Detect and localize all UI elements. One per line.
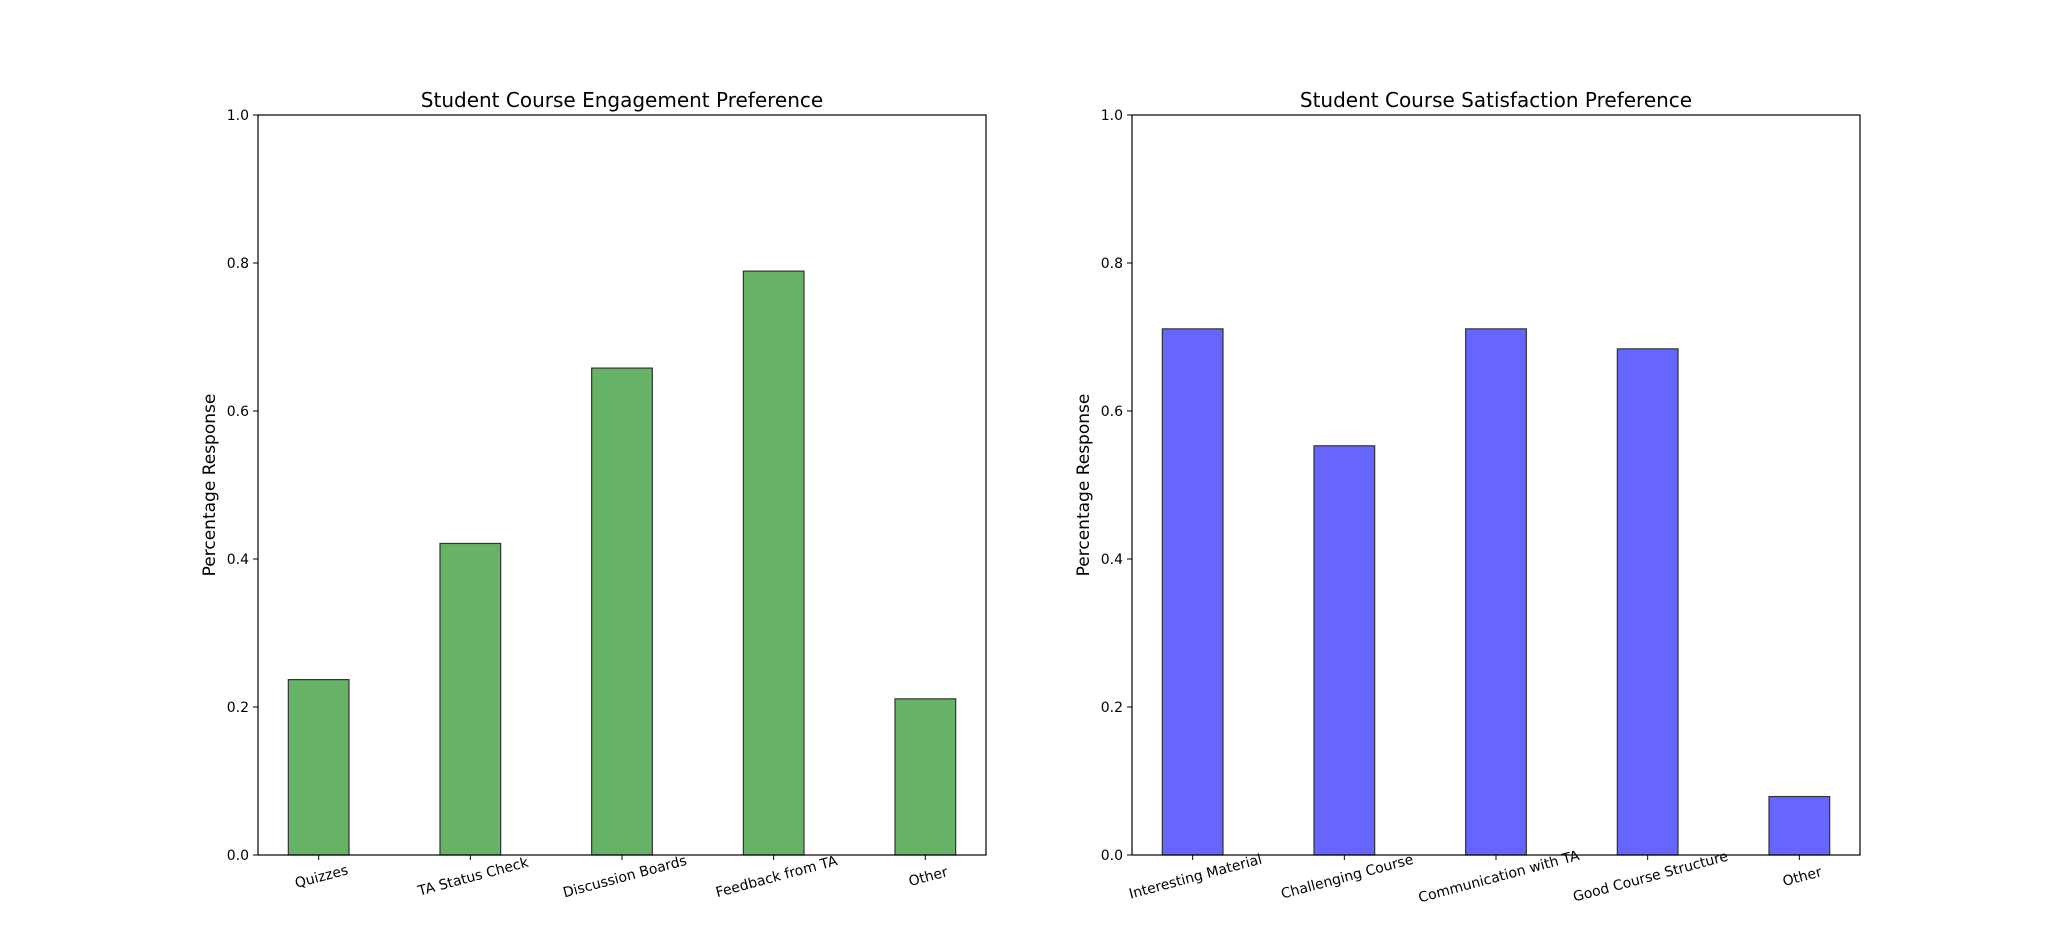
y-axis-ticks: 0.0 0.2 0.4 0.6 0.8 1.0: [227, 108, 258, 864]
bar: [894, 698, 957, 856]
y-axis-label: Percentage Response: [200, 394, 220, 577]
x-tick-label: Discussion Boards: [561, 853, 688, 901]
x-tick-label: Interesting Material: [1127, 852, 1263, 903]
satisfaction-chart: Student Course Satisfaction Preference P…: [1074, 88, 1861, 907]
x-tick-label: Communication with TA: [1417, 848, 1582, 907]
y-tick-label: 1.0: [1101, 108, 1123, 124]
y-tick-label: 0.2: [1101, 700, 1123, 716]
y-tick-label: 0.0: [1101, 848, 1123, 864]
y-axis-ticks: 0.0 0.2 0.4 0.6 0.8 1.0: [1101, 108, 1132, 864]
x-tick-label: TA Status Check: [415, 854, 531, 899]
bars: [1161, 328, 1831, 856]
x-tick-label: Quizzes: [293, 862, 350, 892]
x-tick-label: Other: [1781, 864, 1824, 890]
x-tick-label: Feedback from TA: [714, 853, 839, 901]
y-tick-label: 0.0: [227, 848, 249, 864]
y-tick-label: 0.4: [1101, 552, 1123, 568]
bar: [1616, 348, 1679, 856]
bar: [742, 270, 805, 856]
bar: [287, 679, 350, 856]
y-tick-label: 0.6: [227, 404, 249, 420]
chart-title: Student Course Engagement Preference: [421, 88, 823, 112]
x-tick-label: Good Course Structure: [1571, 849, 1729, 906]
x-tick-label: Challenging Course: [1279, 852, 1415, 903]
y-tick-label: 1.0: [227, 108, 249, 124]
bars: [287, 270, 957, 856]
y-tick-label: 0.4: [227, 552, 249, 568]
x-axis-tick-labels: Interesting Material Challenging Course Co…: [1127, 848, 1823, 907]
y-axis-label: Percentage Response: [1074, 394, 1094, 577]
x-axis-tick-labels: Quizzes TA Status Check Discussion Boards F…: [293, 853, 950, 901]
chart-title: Student Course Satisfaction Preference: [1300, 88, 1692, 112]
bar: [1768, 795, 1831, 856]
y-tick-label: 0.6: [1101, 404, 1123, 420]
plot-frame: [1131, 114, 1861, 856]
bar: [1313, 445, 1376, 856]
y-tick-label: 0.8: [1101, 256, 1123, 272]
plot-frame: [257, 114, 987, 856]
engagement-chart: Student Course Engagement Preference Per…: [200, 88, 987, 901]
x-tick-label: Other: [907, 864, 950, 890]
y-tick-label: 0.8: [227, 256, 249, 272]
bar: [439, 542, 502, 856]
bar: [1161, 328, 1224, 856]
bar: [1465, 328, 1527, 856]
y-tick-label: 0.2: [227, 700, 249, 716]
bar: [591, 367, 653, 856]
